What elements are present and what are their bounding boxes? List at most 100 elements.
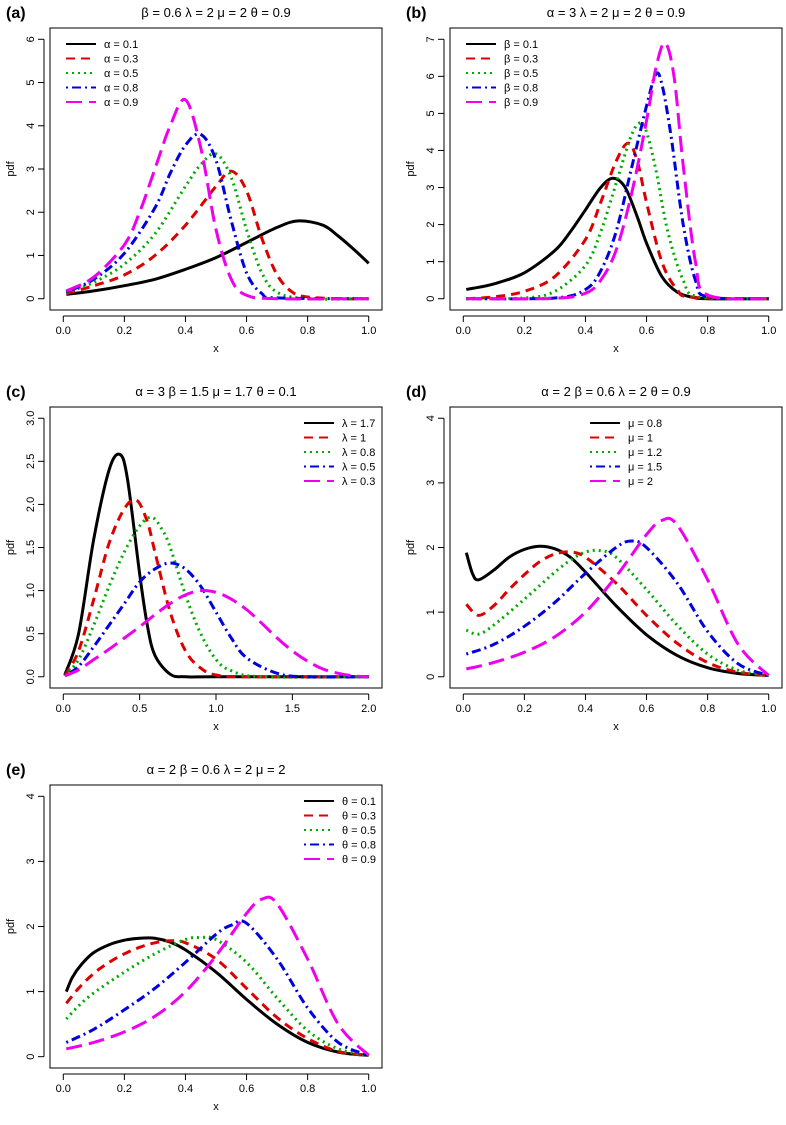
y-tick-label: 0: [25, 296, 37, 302]
x-tick-label: 0.6: [239, 1083, 254, 1095]
y-tick-label: 6: [25, 36, 37, 42]
y-tick-label: 3: [25, 166, 37, 172]
y-axis-label: pdf: [5, 160, 17, 176]
y-axis-label: pdf: [5, 918, 17, 934]
chart-panel-c: (c) α = 3 β = 1.5 μ = 1.7 θ = 0.1 0.0 0.5 1.…: [5, 384, 383, 733]
series-line-2: [65, 169, 369, 301]
x-tick-label: 1.0: [361, 325, 376, 337]
x-tick-label: 0.0: [456, 703, 471, 715]
series-line-5: [65, 895, 370, 1057]
legend-entry: μ = 1.5: [628, 462, 662, 474]
panel-label: (a): [6, 5, 26, 22]
y-tick-label: 1: [425, 609, 437, 615]
plot-frame: [49, 27, 383, 311]
legend-entry: μ = 1.2: [628, 447, 662, 459]
series-line-1: [66, 219, 370, 296]
x-axis-label: x: [213, 1101, 219, 1113]
y-tick-label: 0: [25, 1054, 37, 1060]
legend: μ = 0.8 μ = 1 μ = 1.2 μ = 1.5 μ = 2: [590, 418, 662, 488]
legend-entry: θ = 0.3: [342, 811, 376, 823]
y-tick-label: 2: [425, 222, 437, 228]
chart-title: α = 3 β = 1.5 μ = 1.7 θ = 0.1: [135, 384, 296, 399]
series-line-3: [63, 515, 369, 679]
legend: θ = 0.1 θ = 0.3 θ = 0.5 θ = 0.8 θ = 0.9: [304, 796, 376, 866]
legend-entry: α = 0.5: [104, 68, 138, 80]
chart-title: α = 3 λ = 2 μ = 2 θ = 0.9: [547, 5, 686, 20]
legend-entry: λ = 1: [342, 433, 366, 445]
y-tick-label: 1: [25, 989, 37, 995]
x-tick-label: 0.2: [517, 703, 532, 715]
series-line-3: [466, 121, 769, 301]
x-tick-label: 1.0: [761, 325, 776, 337]
y-tick-label: 2: [25, 923, 37, 929]
x-axis-label: x: [213, 343, 219, 355]
legend-entry: λ = 0.8: [342, 447, 375, 459]
x-tick-label: 0.2: [117, 325, 132, 337]
y-tick-label: 3: [425, 184, 437, 190]
plot-frame: [49, 784, 383, 1069]
x-tick-label: 0.4: [178, 1083, 193, 1095]
series-line-1: [64, 936, 369, 1057]
legend-entry: θ = 0.5: [342, 825, 376, 837]
series-line-3: [65, 152, 369, 301]
legend: λ = 1.7 λ = 1 λ = 0.8 λ = 0.5 λ = 0.3: [304, 418, 375, 488]
x-tick-label: 0.8: [300, 1083, 315, 1095]
x-tick-label: 0.0: [56, 1083, 71, 1095]
x-tick-label: 2.0: [361, 703, 376, 715]
y-tick-label: 2: [425, 544, 437, 550]
y-tick-label: 4: [425, 147, 437, 153]
legend-entry: θ = 0.1: [342, 796, 376, 808]
x-tick-label: 1.5: [285, 703, 300, 715]
legend-entry: α = 0.1: [104, 39, 138, 51]
legend-entry: β = 0.3: [504, 54, 538, 66]
x-tick-label: 0.0: [56, 703, 71, 715]
y-tick-label: 3.0: [25, 411, 37, 426]
y-tick-label: 1: [25, 252, 37, 258]
legend-entry: λ = 0.3: [342, 476, 375, 488]
x-tick-label: 0.8: [700, 703, 715, 715]
x-tick-label: 0.4: [178, 325, 193, 337]
y-tick-label: 4: [425, 415, 437, 421]
y-tick-label: 1: [425, 259, 437, 265]
panel-label: (e): [6, 762, 26, 779]
series-line-3: [465, 548, 769, 677]
x-axis-label: x: [613, 343, 619, 355]
x-tick-label: 0.6: [239, 325, 254, 337]
series-line-4: [63, 561, 369, 679]
y-tick-label: 3: [425, 480, 437, 486]
y-axis-label: pdf: [5, 539, 17, 555]
y-tick-label: 5: [425, 110, 437, 116]
x-tick-label: 0.8: [300, 325, 315, 337]
chart-panel-b: (b) α = 3 λ = 2 μ = 2 θ = 0.9 0.0 0.2 0.4 0.6…: [405, 5, 783, 355]
y-tick-label: 1.5: [25, 540, 37, 555]
legend: β = 0.1 β = 0.3 β = 0.5 β = 0.8 β = 0.9: [466, 39, 538, 109]
x-tick-label: 0.4: [578, 703, 593, 715]
legend-entry: θ = 0.8: [342, 840, 376, 852]
y-tick-label: 0.0: [25, 669, 37, 684]
series-line-5: [64, 589, 369, 679]
y-tick-label: 3: [25, 858, 37, 864]
plot-frame: [49, 406, 383, 689]
chart-title: β = 0.6 λ = 2 μ = 2 θ = 0.9: [141, 5, 290, 20]
series-line-3: [65, 935, 370, 1057]
x-tick-label: 0.0: [56, 325, 71, 337]
plot-frame: [449, 406, 783, 689]
legend-entry: α = 0.8: [104, 83, 138, 95]
series-line-1: [465, 176, 769, 301]
y-tick-label: 1.0: [25, 583, 37, 598]
x-tick-label: 1.0: [361, 1083, 376, 1095]
legend-entry: θ = 0.9: [342, 854, 376, 866]
legend-entry: μ = 2: [628, 476, 653, 488]
y-axis-label: pdf: [405, 539, 417, 555]
series-line-5: [465, 516, 770, 677]
panel-label: (c): [6, 384, 26, 401]
x-tick-label: 0.2: [517, 325, 532, 337]
y-tick-label: 6: [425, 73, 437, 79]
y-tick-label: 0: [425, 674, 437, 680]
x-tick-label: 0.2: [117, 1083, 132, 1095]
y-tick-label: 2.0: [25, 497, 37, 512]
series-line-5: [466, 41, 769, 301]
legend-entry: μ = 1: [628, 433, 653, 445]
legend-entry: β = 0.5: [504, 68, 538, 80]
